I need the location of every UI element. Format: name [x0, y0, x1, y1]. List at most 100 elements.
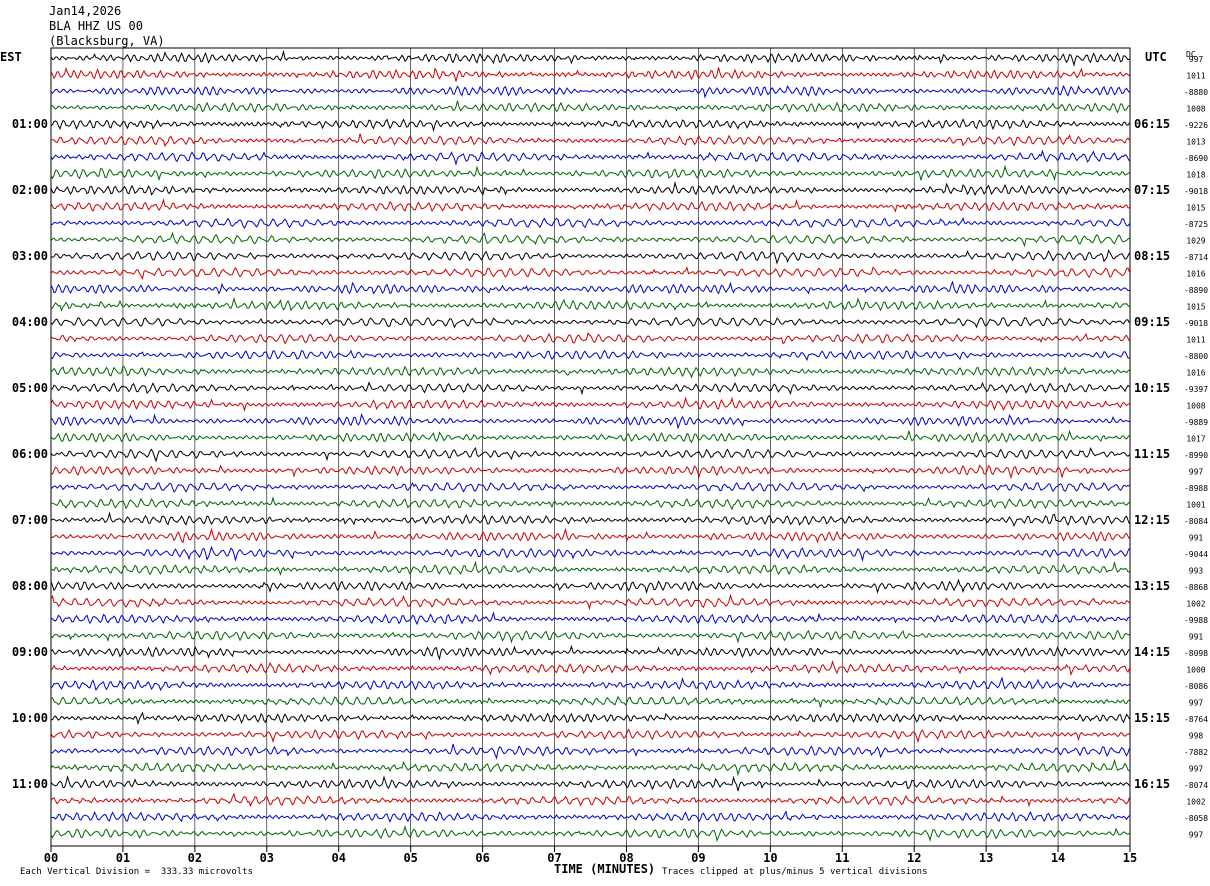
dc-offset-label: 991 — [1189, 534, 1204, 543]
dc-offset-label: 997 — [1189, 55, 1204, 64]
x-tick-label: 05 — [403, 851, 417, 865]
dc-offset-label: 1015 — [1186, 204, 1205, 213]
dc-offset-label: -8800 — [1184, 352, 1208, 361]
header-location: (Blacksburg, VA) — [49, 34, 165, 48]
dc-offset-label: -8764 — [1184, 715, 1208, 724]
x-tick-label: 08 — [619, 851, 633, 865]
dc-offset-label: -9018 — [1184, 187, 1208, 196]
dc-offset-label: -9044 — [1184, 550, 1208, 559]
trace-row — [50, 775, 1130, 792]
dc-label: DC — [1186, 50, 1196, 59]
trace-row — [50, 66, 1130, 82]
dc-offset-label: 1015 — [1186, 303, 1205, 312]
dc-offset-label: 998 — [1189, 732, 1204, 741]
trace-row — [50, 511, 1130, 528]
x-tick-label: 15 — [1123, 851, 1137, 865]
clip-note: Traces clipped at plus/minus 5 vertical … — [662, 867, 928, 877]
dc-offset-label: -8098 — [1184, 649, 1208, 658]
trace-row — [50, 644, 1130, 661]
left-hour-label: 04:00 — [12, 315, 48, 329]
left-hour-label: 01:00 — [12, 117, 48, 131]
right-hour-label: 09:15 — [1134, 315, 1170, 329]
dc-offset-label: 1011 — [1186, 72, 1205, 81]
dc-offset-label: -8880 — [1184, 88, 1208, 97]
left-hour-label: 05:00 — [12, 381, 48, 395]
dc-offset-label: 1029 — [1186, 237, 1205, 246]
dc-offset-label: -9889 — [1184, 418, 1208, 427]
dc-offset-label: -8725 — [1184, 220, 1208, 229]
right-hour-label: 16:15 — [1134, 777, 1170, 791]
x-tick-label: 09 — [691, 851, 705, 865]
right-hour-label: 10:15 — [1134, 381, 1170, 395]
trace-row — [50, 711, 1130, 726]
trace-row — [50, 164, 1130, 182]
dc-offset-label: 1016 — [1186, 369, 1205, 378]
right-hour-label: 07:15 — [1134, 183, 1170, 197]
left-hour-label: 11:00 — [12, 777, 48, 791]
x-tick-label: 01 — [116, 851, 130, 865]
trace-row — [50, 396, 1130, 413]
left-hour-label: 07:00 — [12, 513, 48, 527]
trace-row — [50, 792, 1130, 808]
dc-offset-label: 1002 — [1186, 798, 1205, 807]
dc-offset-label: -7882 — [1184, 748, 1208, 757]
dc-offset-label: -8868 — [1184, 583, 1208, 592]
trace-row — [50, 545, 1130, 562]
dc-offset-label: -9226 — [1184, 121, 1208, 130]
dc-offset-label: 997 — [1189, 699, 1204, 708]
trace-row — [50, 84, 1130, 99]
x-tick-label: 14 — [1051, 851, 1065, 865]
x-tick-label: 04 — [332, 851, 346, 865]
trace-row — [50, 181, 1130, 197]
trace-row — [50, 317, 1130, 329]
left-hour-label: 09:00 — [12, 645, 48, 659]
trace-row — [50, 231, 1130, 248]
trace-row — [50, 676, 1130, 692]
dc-offset-label: 1008 — [1186, 402, 1205, 411]
left-hour-label: 03:00 — [12, 249, 48, 263]
right-hour-label: 14:15 — [1134, 645, 1170, 659]
trace-row — [50, 296, 1130, 312]
dc-offset-label: -8074 — [1184, 781, 1208, 790]
scale-note: Each Vertical Division = 333.33 microvol… — [20, 867, 253, 877]
x-tick-label: 12 — [907, 851, 921, 865]
left-hour-label: 10:00 — [12, 711, 48, 725]
dc-offset-label: 1001 — [1186, 501, 1205, 510]
trace-row — [50, 216, 1130, 229]
trace-row — [50, 349, 1130, 362]
x-tick-label: 11 — [835, 851, 849, 865]
trace-row — [50, 659, 1130, 677]
dc-offset-label: -8084 — [1184, 517, 1208, 526]
trace-row — [50, 280, 1130, 295]
x-tick-label: 00 — [44, 851, 58, 865]
trace-row — [50, 743, 1130, 760]
plot-frame — [50, 47, 1131, 847]
trace-row — [50, 728, 1130, 744]
dc-offset-label: -9018 — [1184, 319, 1208, 328]
dc-offset-label: -8086 — [1184, 682, 1208, 691]
trace-row — [50, 527, 1130, 544]
trace-row — [50, 413, 1130, 430]
left-hour-label: 08:00 — [12, 579, 48, 593]
dc-offset-label: 1018 — [1186, 171, 1205, 180]
dc-offset-label: 1002 — [1186, 600, 1205, 609]
left-hour-label: 02:00 — [12, 183, 48, 197]
dc-offset-label: -9988 — [1184, 616, 1208, 625]
right-hour-label: 06:15 — [1134, 117, 1170, 131]
x-tick-label: 03 — [260, 851, 274, 865]
trace-row — [50, 464, 1130, 480]
dc-offset-label: 997 — [1189, 468, 1204, 477]
trace-row — [50, 611, 1130, 626]
dc-offset-label: 1013 — [1186, 138, 1205, 147]
dc-offset-label: 1000 — [1186, 666, 1205, 675]
trace-row — [50, 593, 1130, 611]
dc-offset-label: -8690 — [1184, 154, 1208, 163]
left-zone-label: EST — [0, 50, 22, 64]
trace-row — [50, 49, 1130, 67]
trace-row — [50, 496, 1130, 511]
dc-offset-label: 1011 — [1186, 336, 1205, 345]
dc-offset-label: 997 — [1189, 831, 1204, 840]
trace-row — [50, 198, 1130, 213]
header-station: BLA HHZ US 00 — [49, 19, 143, 33]
